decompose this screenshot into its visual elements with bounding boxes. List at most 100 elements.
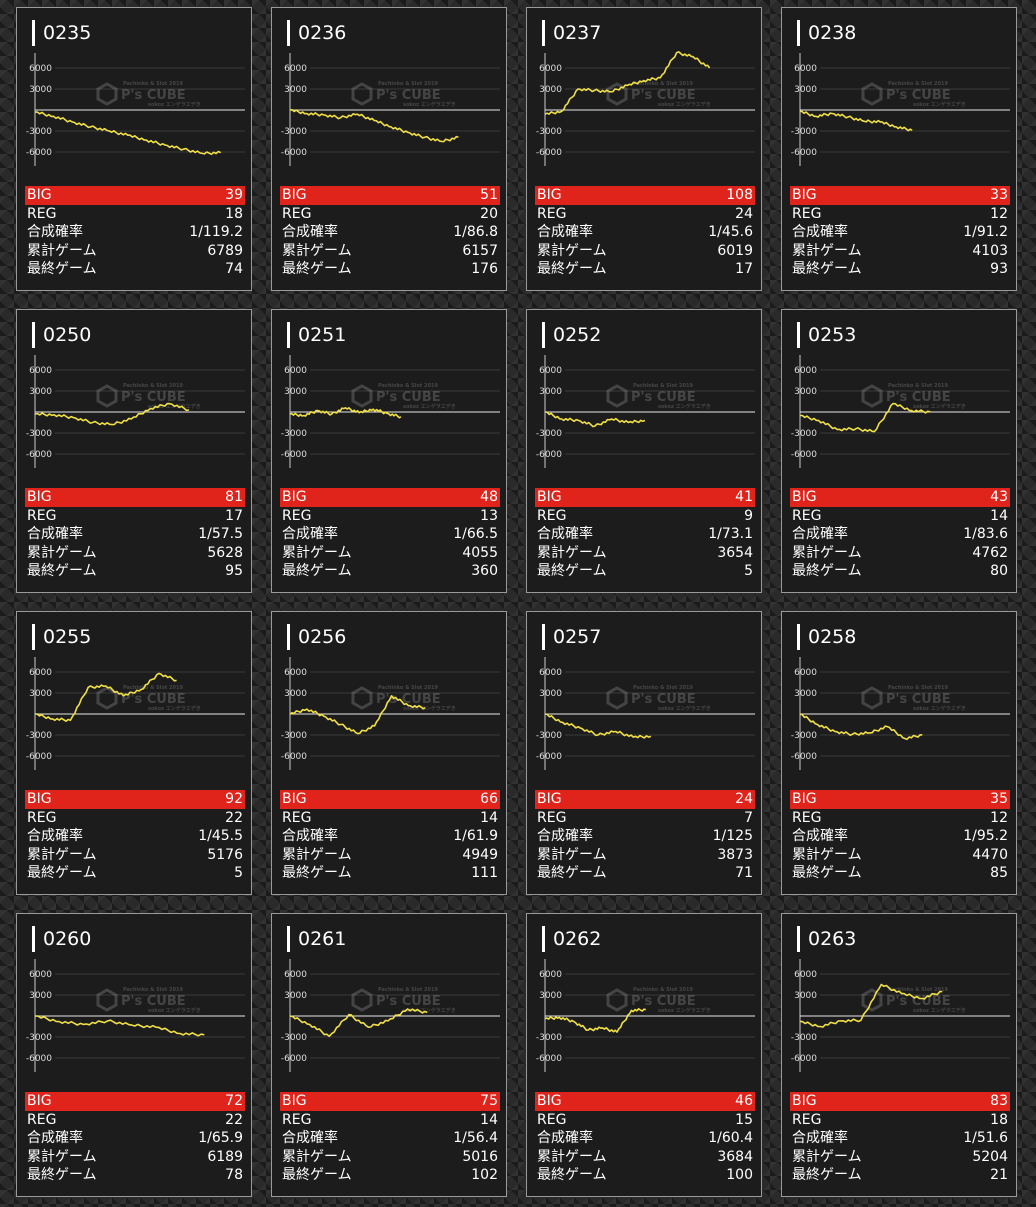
machine-card[interactable]: 0262 6000 3000 -3000 -6000 Pachinko & Slot 20… [526,913,762,1197]
stat-label: 累計ゲーム [27,846,97,863]
svg-text:P's CUBE: P's CUBE [886,390,951,405]
stat-value: 51 [480,187,498,203]
stat-value: 93 [990,261,1008,278]
machine-card[interactable]: 0235 6000 3000 -3000 -6000 Pachinko & Slot 20… [16,7,252,291]
y-tick-label: -3000 [26,429,52,439]
combined-probability-row: 合成確率 1/66.5 [280,525,500,544]
machine-card[interactable]: 0238 6000 3000 -3000 -6000 Pachinko & Slot 20… [781,7,1017,291]
big-count-row: BIG 46 [535,1092,755,1111]
svg-text:P's CUBE: P's CUBE [631,994,696,1009]
total-games-row: 累計ゲーム 6189 [25,1148,245,1167]
y-tick-label: -3000 [26,731,52,741]
stat-value: 4949 [462,846,498,863]
y-tick-label: -3000 [281,1033,307,1043]
last-game-row: 最終ゲーム 74 [25,260,245,279]
y-tick-label: -3000 [26,127,52,137]
stat-value: 22 [225,809,243,826]
stat-label: REG [282,809,312,826]
machine-card[interactable]: 0261 6000 3000 -3000 -6000 Pachinko & Slot 20… [271,913,507,1197]
stat-label: 累計ゲーム [282,846,352,863]
stat-label: BIG [27,1093,52,1109]
y-tick-label: -3000 [536,127,562,137]
y-tick-label: 3000 [794,387,817,397]
y-tick-label: 3000 [29,689,52,699]
stat-label: 最終ゲーム [27,563,97,580]
total-games-row: 累計ゲーム 3873 [535,846,755,865]
last-game-row: 最終ゲーム 78 [25,1166,245,1185]
svg-text:P's CUBE: P's CUBE [121,390,186,405]
y-tick-label: -6000 [26,1054,52,1064]
machine-card[interactable]: 0253 6000 3000 -3000 -6000 Pachinko & Slot 20… [781,309,1017,593]
combined-probability-row: 合成確率 1/91.2 [790,223,1010,242]
machine-card[interactable]: 0251 6000 3000 -3000 -6000 Pachinko & Slot 20… [271,309,507,593]
last-game-row: 最終ゲーム 17 [535,260,755,279]
stat-value: 78 [225,1167,243,1184]
combined-probability-row: 合成確率 1/83.6 [790,525,1010,544]
slump-graph: 6000 3000 -3000 -6000 Pachinko & Slot 2019P'… [281,355,500,468]
big-count-row: BIG 51 [280,186,500,205]
machine-card[interactable]: 0257 6000 3000 -3000 -6000 Pachinko & Slot 20… [526,611,762,895]
stat-value: 5016 [462,1148,498,1165]
big-count-row: BIG 92 [25,790,245,809]
stat-label: REG [27,809,57,826]
machine-card[interactable]: 0237 6000 3000 -3000 -6000 Pachinko & Slot 20… [526,7,762,291]
stats-table: BIG 41 REG 9 合成確率 1/73.1 累計ゲーム 3654 最終ゲーム 5 [535,488,755,581]
stat-label: BIG [282,489,307,505]
machine-card[interactable]: 0250 6000 3000 -3000 -6000 Pachinko & Slot 20… [16,309,252,593]
stat-label: REG [792,205,822,222]
y-tick-label: 6000 [794,970,817,980]
machine-card[interactable]: 0263 6000 3000 -3000 -6000 Pachinko & Slot 20… [781,913,1017,1197]
big-count-row: BIG 43 [790,488,1010,507]
total-games-row: 累計ゲーム 6019 [535,242,755,261]
stat-value: 83 [990,1093,1008,1109]
reg-count-row: REG 14 [790,507,1010,526]
big-count-row: BIG 24 [535,790,755,809]
stat-value: 85 [990,865,1008,882]
y-tick-label: -6000 [536,752,562,762]
stat-value: 1/119.2 [189,224,243,241]
machine-card[interactable]: 0252 6000 3000 -3000 -6000 Pachinko & Slot 20… [526,309,762,593]
stat-value: 12 [990,809,1008,826]
slump-graph: 6000 3000 -3000 -6000 Pachinko & Slot 2019P'… [536,355,755,468]
y-tick-label: 3000 [539,689,562,699]
stat-label: 最終ゲーム [27,865,97,882]
stat-label: 合成確率 [792,224,848,241]
stat-value: 15 [735,1111,753,1128]
stat-label: 合成確率 [537,1130,593,1147]
stat-label: BIG [792,489,817,505]
svg-text:sokoz エンゲラエデき: sokoz エンゲラエデき [148,101,201,108]
slump-graph: 6000 3000 -3000 -6000 Pachinko & Slot 2019P'… [536,51,755,166]
machine-card[interactable]: 0255 6000 3000 -3000 -6000 Pachinko & Slot 20… [16,611,252,895]
stat-label: BIG [537,187,562,203]
stat-value: 9 [744,507,753,524]
last-game-row: 最終ゲーム 100 [535,1166,755,1185]
machine-card[interactable]: 0258 6000 3000 -3000 -6000 Pachinko & Slot 20… [781,611,1017,895]
svg-text:sokoz エンゲラエデき: sokoz エンゲラエデき [148,705,201,712]
combined-probability-row: 合成確率 1/45.5 [25,827,245,846]
slump-line [34,1015,205,1037]
stat-label: 累計ゲーム [27,544,97,561]
machine-card[interactable]: 0256 6000 3000 -3000 -6000 Pachinko & Slot 20… [271,611,507,895]
stat-value: 14 [990,507,1008,524]
stat-label: 最終ゲーム [792,563,862,580]
stats-table: BIG 48 REG 13 合成確率 1/66.5 累計ゲーム 4055 最終ゲーム 360 [280,488,500,581]
stat-value: 6019 [717,242,753,259]
stat-value: 3873 [717,846,753,863]
y-tick-label: 3000 [794,991,817,1001]
stat-value: 6789 [207,242,243,259]
y-tick-label: -6000 [26,148,52,158]
y-tick-label: 6000 [794,64,817,74]
reg-count-row: REG 12 [790,809,1010,828]
slump-graph: 6000 3000 -3000 -6000 Pachinko & Slot 2019P'… [26,355,245,468]
reg-count-row: REG 17 [25,507,245,526]
stat-value: 39 [225,187,243,203]
machine-number: 0236 [287,20,346,46]
svg-text:P's CUBE: P's CUBE [886,692,951,707]
svg-text:Pachinko & Slot 2019: Pachinko & Slot 2019 [378,987,438,993]
machine-card[interactable]: 0236 6000 3000 -3000 -6000 Pachinko & Slot 20… [271,7,507,291]
machine-card[interactable]: 0260 6000 3000 -3000 -6000 Pachinko & Slot 20… [16,913,252,1197]
slump-graph: 6000 3000 -3000 -6000 Pachinko & Slot 2019P'… [26,959,245,1072]
combined-probability-row: 合成確率 1/86.8 [280,223,500,242]
